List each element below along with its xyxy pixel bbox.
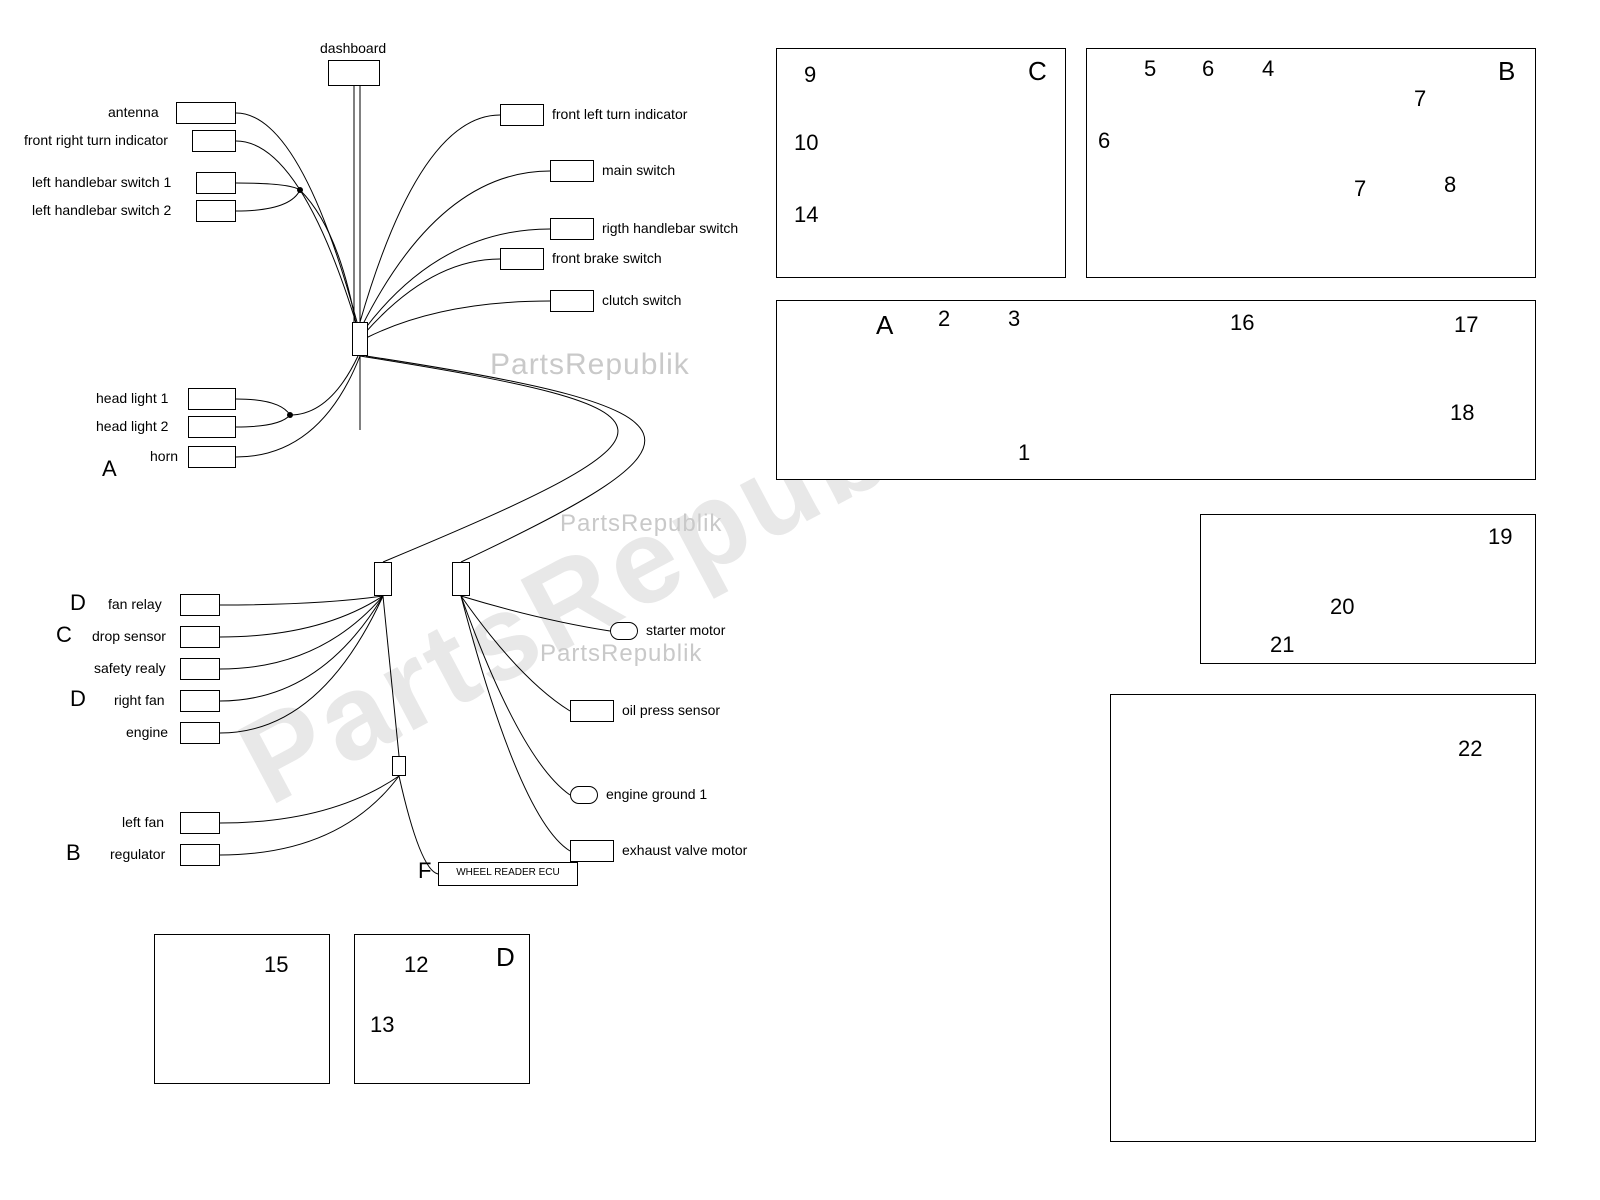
d-13: 13 (370, 1012, 394, 1038)
b-7a: 7 (1414, 86, 1426, 112)
box-mainsw (550, 160, 594, 182)
panel-b (1086, 48, 1536, 278)
clip-15: 15 (264, 952, 288, 978)
box-horn (188, 446, 236, 468)
box-safety (180, 658, 220, 680)
lbl-oil: oil press sensor (622, 702, 720, 718)
b-5: 5 (1144, 56, 1156, 82)
panel-sensor (1200, 514, 1536, 664)
s-21: 21 (1270, 632, 1294, 658)
lbl-frti: front right turn indicator (24, 132, 168, 148)
box-reg (180, 844, 220, 866)
panel-c-letter: C (1028, 56, 1047, 87)
lbl-safety: safety realy (94, 660, 166, 676)
box-hl2 (188, 416, 236, 438)
letter-c1: C (56, 622, 72, 648)
h-22: 22 (1458, 736, 1482, 762)
a-18: 18 (1450, 400, 1474, 426)
s-20: 20 (1330, 594, 1354, 620)
lbl-lhb1: left handlebar switch 1 (32, 174, 171, 190)
box-wheelreader: WHEEL READER ECU (438, 862, 578, 886)
d-12: 12 (404, 952, 428, 978)
hub-left (374, 562, 392, 596)
box-oil (570, 700, 614, 722)
s-19: 19 (1488, 524, 1512, 550)
a-1: 1 (1018, 440, 1030, 466)
box-rfan (180, 690, 220, 712)
letter-f: F (418, 858, 431, 884)
box-lhb1 (196, 172, 236, 194)
lbl-drop: drop sensor (92, 628, 166, 644)
lbl-fanrelay: fan relay (108, 596, 162, 612)
a-3: 3 (1008, 306, 1020, 332)
a-2: 2 (938, 306, 950, 332)
lbl-egnd: engine ground 1 (606, 786, 707, 802)
b-6a: 6 (1202, 56, 1214, 82)
box-egnd (570, 786, 598, 804)
box-exh (570, 840, 614, 862)
hub-low (392, 756, 406, 776)
c-9: 9 (804, 62, 816, 88)
lbl-rhbsw: rigth handlebar switch (602, 220, 738, 236)
lbl-exh: exhaust valve motor (622, 842, 747, 858)
lbl-hl1: head light 1 (96, 390, 168, 406)
a-16: 16 (1230, 310, 1254, 336)
lbl-rfan: right fan (114, 692, 165, 708)
lbl-mainsw: main switch (602, 162, 675, 178)
box-flti (500, 104, 544, 126)
lbl-starter: starter motor (646, 622, 725, 638)
box-drop (180, 626, 220, 648)
lbl-lfan: left fan (122, 814, 164, 830)
lbl-lhb2: left handlebar switch 2 (32, 202, 171, 218)
b-4: 4 (1262, 56, 1274, 82)
lbl-horn: horn (150, 448, 178, 464)
hub-top (352, 322, 368, 356)
box-clsw (550, 290, 594, 312)
box-antenna (176, 102, 236, 124)
hub-right (452, 562, 470, 596)
b-7b: 7 (1354, 176, 1366, 202)
a-17: 17 (1454, 312, 1478, 338)
lbl-hl2: head light 2 (96, 418, 168, 434)
b-8: 8 (1444, 172, 1456, 198)
letter-b1: B (66, 840, 81, 866)
box-lhb2 (196, 200, 236, 222)
panel-clip (154, 934, 330, 1084)
panel-d-letter: D (496, 942, 515, 973)
lbl-fbsw: front brake switch (552, 250, 662, 266)
box-frti (192, 130, 236, 152)
b-6b: 6 (1098, 128, 1110, 154)
c-10: 10 (794, 130, 818, 156)
panel-c (776, 48, 1066, 278)
dashboard-box (328, 60, 380, 86)
lbl-reg: regulator (110, 846, 165, 862)
box-hl1 (188, 388, 236, 410)
box-lfan (180, 812, 220, 834)
panel-a-letter: A (876, 310, 893, 341)
box-rhbsw (550, 218, 594, 240)
lbl-antenna: antenna (108, 104, 159, 120)
letter-d2: D (70, 686, 86, 712)
box-fanrelay (180, 594, 220, 616)
lbl-engine: engine (126, 724, 168, 740)
dashboard-label: dashboard (320, 40, 386, 56)
lbl-clsw: clutch switch (602, 292, 681, 308)
letter-a-horn: A (102, 456, 117, 482)
c-14: 14 (794, 202, 818, 228)
panel-b-letter: B (1498, 56, 1515, 87)
box-engine (180, 722, 220, 744)
box-fbsw (500, 248, 544, 270)
letter-d1: D (70, 590, 86, 616)
lbl-flti: front left turn indicator (552, 106, 687, 122)
box-starter (610, 622, 638, 640)
